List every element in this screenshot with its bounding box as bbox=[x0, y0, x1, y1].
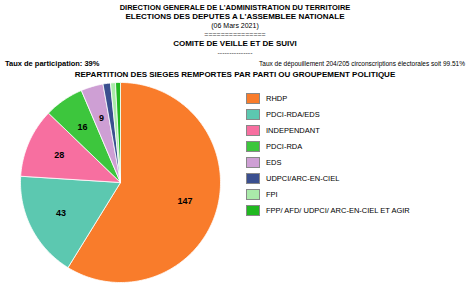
html-text:Taux de dépouillement 204/205: Taux de dépouillement 204/205 circonscri… bbox=[259, 60, 465, 67]
html-text:DIRECTION GENERALE DE L'ADMINI: DIRECTION GENERALE DE L'ADMINISTRATION D… bbox=[119, 3, 351, 12]
html-text:RHDP: RHDP bbox=[266, 94, 288, 103]
html-text:EDS: EDS bbox=[266, 158, 282, 167]
svg-text:16: 16 bbox=[77, 122, 87, 132]
svg-text:147: 147 bbox=[177, 196, 192, 206]
html-text:FPI: FPI bbox=[266, 190, 278, 199]
html-text:UDPCI/ARC-EN-CIEL: UDPCI/ARC-EN-CIEL bbox=[266, 174, 340, 183]
svg-text:43: 43 bbox=[56, 208, 66, 218]
svg-text:9: 9 bbox=[99, 113, 104, 123]
html-text:REPARTITION DES SIEGES REMPORT: REPARTITION DES SIEGES REMPORTES PAR PAR… bbox=[74, 70, 396, 79]
html-text:(06 Mars 2021): (06 Mars 2021) bbox=[211, 22, 259, 29]
svg-text:28: 28 bbox=[54, 150, 64, 160]
html-text:ELECTIONS DES DEPUTES A L'ASSE: ELECTIONS DES DEPUTES A L'ASSEMBLEE NATI… bbox=[125, 12, 345, 21]
html-text:COMITE DE VEILLE ET DE SUIVI: COMITE DE VEILLE ET DE SUIVI bbox=[173, 39, 297, 48]
html-text:FPP/ AFD/ UDPCI/ ARC-EN-CIEL E: FPP/ AFD/ UDPCI/ ARC-EN-CIEL ET AGIR bbox=[266, 206, 410, 215]
html-text:PDCI-RDA: PDCI-RDA bbox=[266, 142, 303, 151]
html-text:PDCI-RDA/EDS: PDCI-RDA/EDS bbox=[266, 110, 320, 119]
html-text:Taux de participation: 39%: Taux de participation: 39% bbox=[5, 59, 100, 68]
html-text:INDEPENDANT: INDEPENDANT bbox=[266, 126, 320, 135]
